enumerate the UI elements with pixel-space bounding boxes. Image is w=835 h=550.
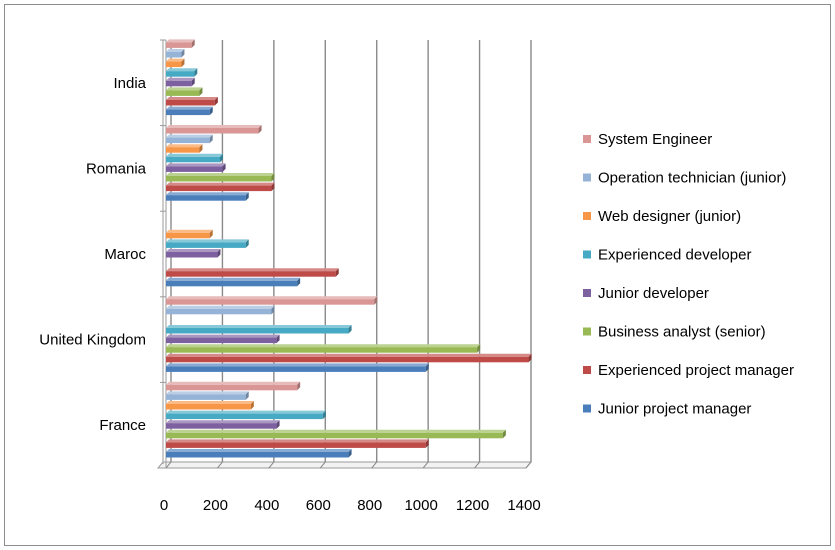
bar — [166, 249, 221, 258]
legend: System Engineer Operation technician (jun… — [583, 131, 794, 418]
legend-item: Junior developer — [583, 285, 709, 302]
bar — [166, 153, 223, 163]
bar — [166, 420, 280, 429]
legend-swatch — [583, 366, 591, 374]
gridline-foot — [165, 461, 172, 469]
bar — [166, 239, 249, 248]
legend-swatch — [583, 327, 591, 336]
legend-swatch — [583, 173, 591, 182]
x-tick-label: 200 — [203, 497, 228, 514]
legend-label: Experienced project manager — [598, 362, 794, 379]
bar — [166, 229, 213, 239]
category-label: Maroc — [104, 246, 146, 263]
bars — [166, 39, 532, 458]
category-label: United Kingdom — [39, 332, 146, 349]
x-tick-label: 0 — [160, 497, 168, 514]
legend-item: Operation technician (junior) — [583, 170, 786, 187]
bar — [166, 49, 185, 58]
gridline-foot — [474, 461, 480, 469]
category-label: France — [99, 417, 146, 434]
bar — [166, 125, 262, 134]
legend-label: Web designer (junior) — [598, 208, 741, 225]
legend-item: Experienced project manager — [583, 362, 794, 379]
bar — [166, 134, 213, 144]
legend-swatch — [583, 250, 591, 259]
x-tick-label: 1400 — [507, 497, 540, 514]
bar — [166, 277, 301, 287]
gridline-foot — [525, 461, 532, 469]
bar — [166, 296, 378, 305]
bar — [166, 144, 203, 153]
legend-swatch — [583, 289, 591, 297]
legend-swatch — [583, 404, 591, 413]
gridline-foot — [217, 461, 223, 469]
legend-label: Operation technician (junior) — [598, 170, 786, 187]
legend-item: System Engineer — [583, 131, 712, 148]
bar — [166, 39, 195, 48]
legend-swatch — [583, 212, 591, 220]
legend-label: Business analyst (senior) — [598, 324, 766, 341]
x-tick-label: 1000 — [404, 497, 437, 514]
chart-area — [4, 4, 831, 546]
gridline-foot — [371, 461, 378, 469]
bar — [166, 429, 506, 439]
legend-item: Web designer (junior) — [583, 208, 741, 225]
bar — [166, 173, 275, 182]
legend-swatch — [583, 135, 591, 143]
bar — [166, 449, 352, 458]
bar — [166, 353, 532, 363]
x-tick-label: 1200 — [456, 497, 489, 514]
x-tick-label: 400 — [254, 497, 279, 514]
bar — [166, 439, 429, 448]
legend-item: Junior project manager — [583, 401, 751, 418]
bar — [166, 268, 339, 277]
x-tick-label: 800 — [357, 497, 382, 514]
bar — [166, 106, 213, 116]
bar — [166, 363, 429, 372]
bar — [166, 344, 481, 353]
bar — [166, 381, 301, 391]
category-labels: France United Kingdom Maroc Romania India — [39, 75, 146, 434]
legend-label: Experienced developer — [598, 247, 751, 264]
bar — [166, 401, 254, 410]
bar — [166, 68, 198, 77]
bar — [166, 77, 195, 87]
bar — [166, 334, 280, 344]
bar — [166, 192, 249, 201]
category-label: Romania — [86, 160, 147, 177]
bar — [166, 410, 326, 420]
bar — [166, 97, 218, 106]
category-label: India — [113, 75, 146, 92]
legend-item: Business analyst (senior) — [583, 324, 766, 341]
x-tick-label: 600 — [306, 497, 331, 514]
x-axis-tick-labels: 0 200 400 600 800 1000 1200 1400 — [160, 497, 541, 514]
bar — [166, 163, 226, 172]
bar — [166, 325, 352, 334]
bar — [166, 182, 275, 192]
bar — [166, 391, 249, 400]
gridline-foot — [319, 461, 326, 469]
legend-item: Experienced developer — [583, 247, 751, 264]
legend-label: System Engineer — [598, 131, 712, 148]
gridline-foot — [422, 461, 429, 469]
bar — [166, 87, 203, 96]
bar — [166, 305, 275, 315]
legend-label: Junior project manager — [598, 401, 751, 418]
legend-label: Junior developer — [598, 285, 709, 302]
bar — [166, 58, 185, 68]
gridline-foot — [268, 461, 275, 469]
